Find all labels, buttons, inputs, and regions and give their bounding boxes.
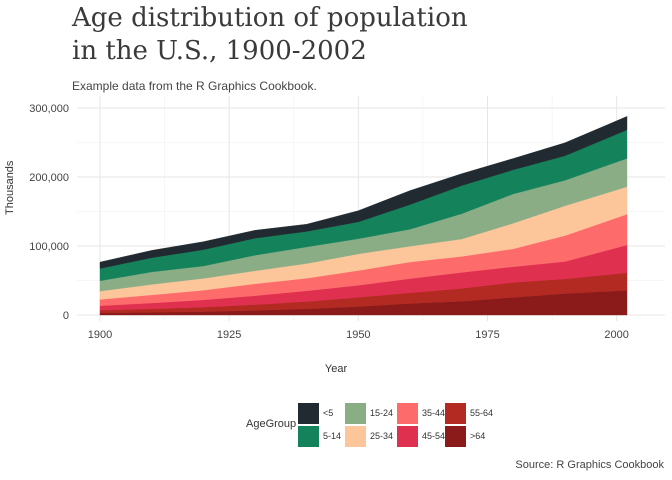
legend-item: 45-54 (397, 425, 445, 447)
y-axis-ticks: 0 100,000 200,000 300,000 (29, 103, 69, 322)
legend-swatch (445, 425, 466, 447)
x-axis-ticks: 1900 1925 1950 1975 2000 (88, 329, 629, 341)
legend-label: 15-24 (370, 408, 394, 418)
legend-swatch (298, 425, 319, 447)
legend-swatch (397, 425, 418, 447)
y-tick-label: 200,000 (29, 172, 69, 184)
x-tick-label: 1900 (88, 329, 112, 341)
legend-swatch (345, 402, 366, 424)
legend-swatch (397, 402, 418, 424)
legend-label: >64 (470, 431, 486, 441)
x-tick-label: 1975 (475, 329, 499, 341)
legend-swatch (345, 425, 366, 447)
legend-label: 25-34 (370, 431, 394, 441)
y-axis-label: Thousands (4, 160, 16, 215)
legend-label: 35-44 (422, 408, 446, 418)
y-tick-label: 0 (63, 310, 69, 322)
legend-item: >64 (445, 425, 485, 447)
x-tick-label: 2000 (604, 329, 628, 341)
legend-item: 25-34 (345, 425, 393, 447)
legend-label: 55-64 (470, 408, 494, 418)
y-tick-label: 300,000 (29, 103, 69, 115)
legend-item: 5-14 (298, 425, 341, 447)
legend-swatch (445, 402, 466, 424)
chart-title: Age distribution of population in the U.… (72, 2, 632, 68)
legend-title: AgeGroup (246, 418, 297, 430)
y-tick-label: 100,000 (29, 241, 69, 253)
legend-label: 45-54 (422, 431, 446, 441)
x-axis-label: Year (324, 363, 348, 375)
legend-item: 15-24 (345, 402, 393, 424)
chart-subtitle: Example data from the R Graphics Cookboo… (72, 79, 317, 93)
legend-item: 35-44 (397, 402, 445, 424)
x-tick-label: 1950 (346, 329, 370, 341)
chart-title-line-1: Age distribution of population (72, 3, 468, 33)
chart-caption: Source: R Graphics Cookbook (515, 459, 664, 471)
chart-title-line-2: in the U.S., 1900-2002 (72, 36, 367, 66)
legend-item: <5 (298, 402, 333, 424)
legend-swatch (298, 402, 319, 424)
stacked-areas (99, 116, 628, 316)
legend-item: 55-64 (445, 402, 493, 424)
x-tick-label: 1925 (217, 329, 241, 341)
legend-label: <5 (323, 408, 334, 418)
legend-label: 5-14 (323, 431, 342, 441)
area-series-<5 (99, 116, 628, 269)
